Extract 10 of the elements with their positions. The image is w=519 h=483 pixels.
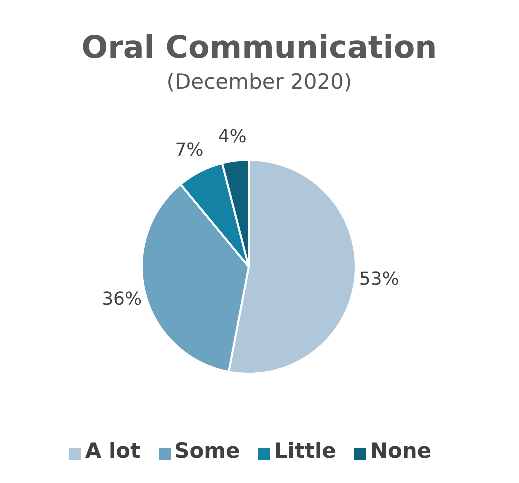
data-label: 4%	[218, 126, 247, 148]
data-label: 36%	[102, 289, 142, 310]
legend-label: Some	[174, 439, 240, 463]
legend-label: None	[370, 439, 432, 463]
legend-label: Little	[274, 439, 336, 463]
chart-title: Oral Communication	[80, 30, 438, 66]
chart-subtitle: (December 2020)	[166, 70, 354, 94]
data-label: 7%	[175, 140, 204, 161]
legend-label: A lot	[85, 439, 141, 463]
data-label: 53%	[359, 268, 400, 290]
